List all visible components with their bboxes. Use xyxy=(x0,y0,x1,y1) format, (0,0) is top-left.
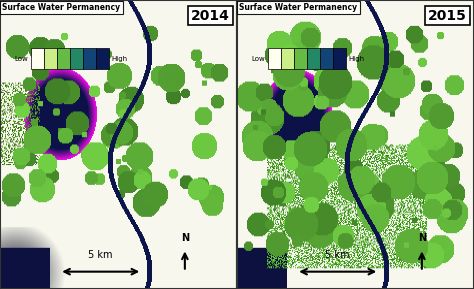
Text: N: N xyxy=(418,233,426,243)
Bar xyxy=(281,48,294,69)
Text: 5 km: 5 km xyxy=(326,250,350,260)
Text: 2014: 2014 xyxy=(191,9,230,23)
Bar xyxy=(320,48,333,69)
Text: 5 km: 5 km xyxy=(89,250,113,260)
Bar xyxy=(83,48,96,69)
Bar xyxy=(333,48,346,69)
Text: N: N xyxy=(181,233,189,243)
Text: Low: Low xyxy=(15,55,28,62)
Bar xyxy=(31,48,44,69)
Bar xyxy=(294,48,307,69)
Text: High: High xyxy=(348,55,365,62)
Bar xyxy=(44,48,57,69)
Text: 2015: 2015 xyxy=(428,9,467,23)
Text: Low: Low xyxy=(252,55,265,62)
Text: Surface Water Permanency: Surface Water Permanency xyxy=(2,3,120,12)
Text: Surface Water Permanency: Surface Water Permanency xyxy=(239,3,357,12)
Bar xyxy=(57,48,70,69)
Bar xyxy=(96,48,109,69)
Bar xyxy=(307,48,320,69)
Bar xyxy=(268,48,281,69)
Text: High: High xyxy=(111,55,128,62)
Bar xyxy=(70,48,83,69)
